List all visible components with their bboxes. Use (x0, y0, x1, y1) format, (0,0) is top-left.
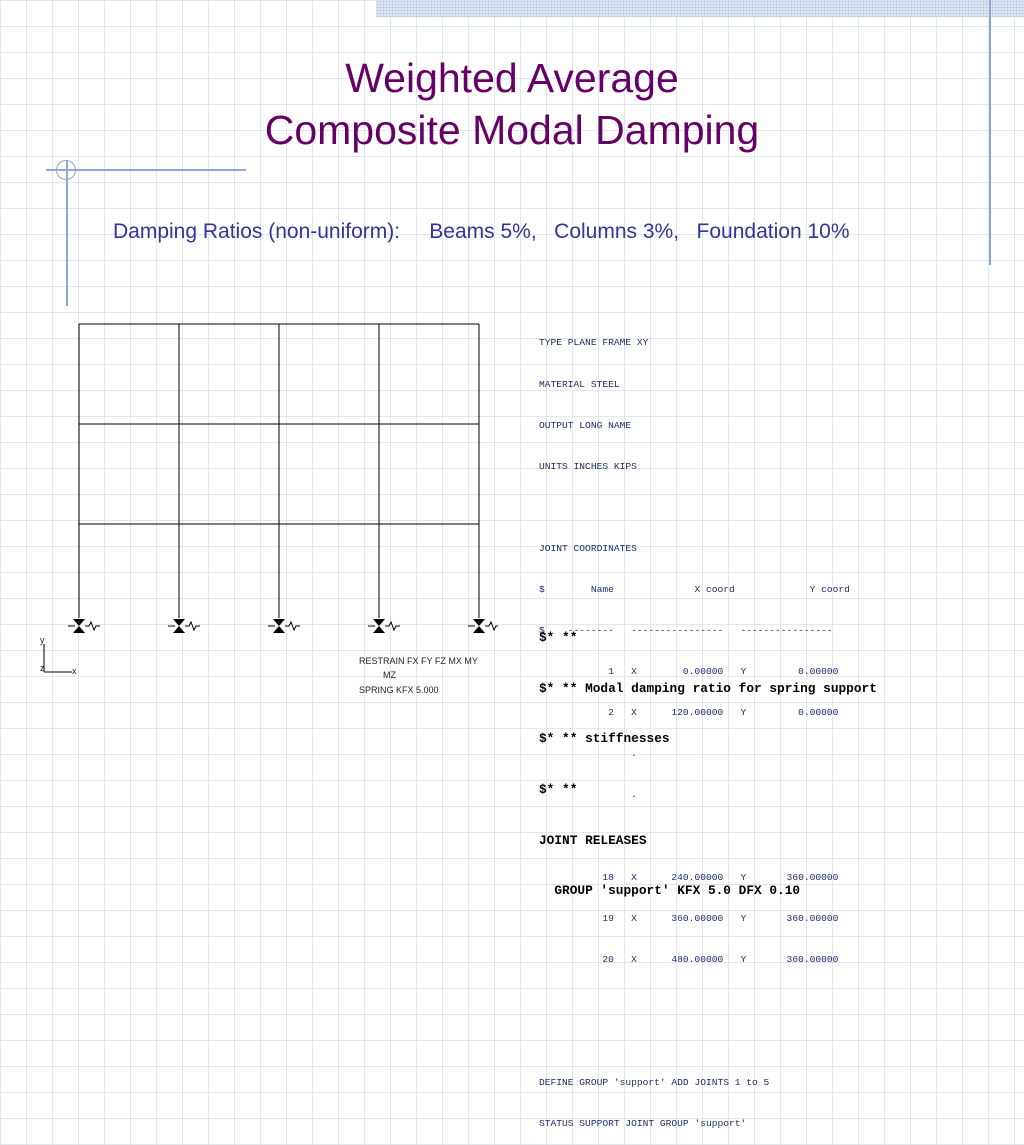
bold-code-line: $* ** Modal damping ratio for spring sup… (539, 680, 877, 696)
axis-triad-icon (43, 644, 72, 673)
spring-support-4-icon (368, 619, 400, 633)
spring-support-2-icon (168, 619, 200, 633)
bold-code-line: $* ** (539, 629, 578, 645)
bold-code-line: $* ** stiffnesses (539, 731, 670, 747)
code-line: 20 X 480.00000 Y 360.00000 (539, 953, 839, 965)
frame-diagram: y z x RESTRAIN FX FY FZ MX MY MZ SPRING … (40, 323, 498, 695)
bold-code-line: $* ** (539, 781, 578, 797)
spring-support-5-icon (468, 619, 498, 633)
code-line: MATERIAL STEEL (539, 378, 620, 390)
spring-label: SPRING KFX 5.000 (359, 685, 439, 695)
axis-label-y: y (40, 635, 45, 645)
code-line (539, 501, 939, 515)
bold-code-line: GROUP 'support' KFX 5.0 DFX 0.10 (539, 883, 801, 899)
restrain-label-line-1: RESTRAIN FX FY FZ MX MY (359, 656, 478, 666)
spring-support-1-icon (68, 619, 100, 633)
input-file-bold-listing: $* ** $* ** Modal damping ratio for spri… (539, 596, 1019, 917)
decorative-vertical-line-right (989, 0, 991, 265)
code-line: UNITS INCHES KIPS (539, 460, 637, 472)
slide-title-line-1: Weighted Average (345, 55, 679, 101)
axis-label-z: z (40, 663, 45, 673)
code-line: 2 X 120.00000 Y 0.00000 (539, 707, 839, 719)
code-line: . (539, 748, 637, 760)
slide-title-line-2: Composite Modal Damping (264, 107, 760, 153)
decorative-circle (56, 160, 76, 180)
code-line (539, 1035, 939, 1049)
code-line: OUTPUT LONG NAME (539, 419, 632, 431)
code-line (539, 994, 939, 1008)
decorative-top-bar (376, 0, 1024, 17)
code-line: $ -------- ---------------- ------------… (539, 625, 833, 637)
code-line: 1 X 0.00000 Y 0.00000 (539, 666, 839, 678)
bold-code-line: JOINT RELEASES (539, 832, 647, 848)
decorative-horizontal-line (46, 169, 246, 171)
damping-ratios-text: Damping Ratios (non-uniform): Beams 5%, … (113, 220, 850, 243)
code-line: TYPE PLANE FRAME XY (539, 337, 649, 349)
slide-title: Weighted Average Composite Modal Damping (0, 52, 1024, 156)
spring-support-3-icon (268, 619, 300, 633)
code-line: DEFINE GROUP 'support' ADD JOINTS 1 to 5 (539, 1077, 770, 1089)
code-line: STATUS SUPPORT JOINT GROUP 'support' (539, 1118, 747, 1130)
restrain-label-line-2: MZ (383, 670, 396, 680)
code-line: JOINT COORDINATES (539, 542, 637, 554)
decorative-vertical-line-left (66, 160, 68, 306)
axis-label-x: x (72, 666, 77, 676)
code-line: $ Name X coord Y coord (539, 583, 850, 595)
